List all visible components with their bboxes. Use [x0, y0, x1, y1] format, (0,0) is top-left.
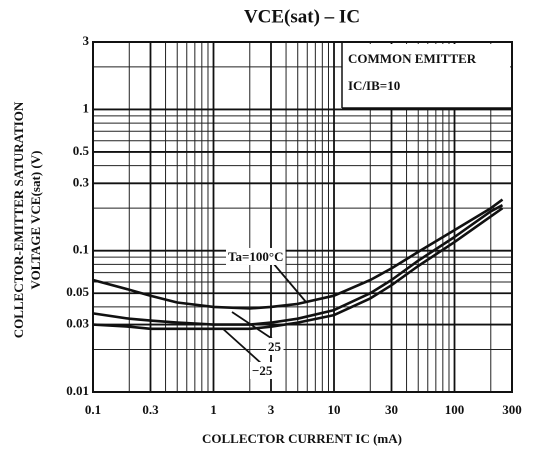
curve [92, 207, 504, 331]
series-label: −25 [252, 363, 273, 378]
x-tick-label: 0.3 [142, 402, 159, 417]
series-label: 25 [268, 339, 282, 354]
curve [92, 204, 504, 326]
y-tick-label: 0.05 [66, 284, 89, 299]
y-tick-label: 0.03 [66, 316, 89, 331]
x-tick-label: 300 [502, 402, 522, 417]
y-tick-label: 3 [83, 33, 90, 48]
plot-frame [92, 41, 513, 393]
x-tick-label: 30 [385, 402, 398, 417]
x-tick-label: 10 [328, 402, 341, 417]
annotation: COMMON EMITTER [348, 51, 477, 66]
y-tick-label: 1 [83, 100, 90, 115]
x-tick-label: 100 [445, 402, 465, 417]
plot: COMMON EMITTER IC/IB=10 Ta=100°C 25 −25 [92, 42, 512, 379]
label-background [226, 247, 286, 265]
x-axis-label: COLLECTOR CURRENT IC (mA) [202, 431, 402, 446]
leader-line [231, 311, 275, 341]
x-tick-label: 3 [268, 402, 275, 417]
annotation: IC/IB=10 [348, 78, 400, 93]
annotation-box [342, 44, 510, 108]
label-background [266, 337, 284, 355]
y-axis-label: COLLECTOR-EMITTER SATURATION [11, 101, 26, 338]
y-axis-label: VOLTAGE VCE(sat) (V) [28, 151, 43, 290]
leader-line [221, 327, 263, 365]
label-background [250, 361, 275, 379]
chart-title: VCE(sat) – IC [244, 6, 360, 27]
series-label: Ta=100°C [228, 249, 283, 264]
x-tick-label: 0.1 [85, 402, 101, 417]
curve [92, 198, 504, 310]
y-tick-label: 0.3 [73, 174, 90, 189]
y-tick-label: 0.1 [73, 242, 89, 257]
y-tick-label: 0.5 [73, 143, 90, 158]
y-tick-label: 0.01 [66, 383, 89, 398]
x-tick-label: 1 [210, 402, 217, 417]
